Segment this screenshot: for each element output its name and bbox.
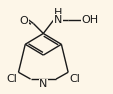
Text: N: N	[39, 79, 47, 89]
Text: OH: OH	[81, 15, 98, 25]
Text: Cl: Cl	[69, 74, 80, 85]
Text: N: N	[53, 15, 62, 25]
Text: Cl: Cl	[6, 74, 17, 85]
Text: H: H	[53, 8, 62, 18]
Text: O: O	[19, 16, 28, 26]
